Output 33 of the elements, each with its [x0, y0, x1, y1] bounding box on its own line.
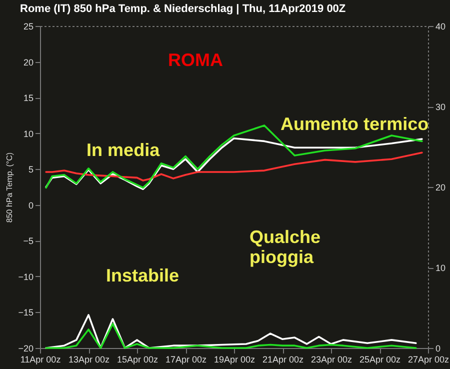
- x-tick-label: 23Apr 00z: [310, 354, 353, 364]
- annotation: Aumento termico: [280, 114, 429, 134]
- y-tick-label: 15: [23, 93, 34, 104]
- y-tick-label: 0: [28, 200, 34, 210]
- annotation: Qualche pioggia: [250, 226, 321, 267]
- y-tick-label: −5: [23, 236, 34, 246]
- y2-tick-label: 40: [436, 22, 446, 32]
- y2-tick-label: 30: [436, 102, 446, 112]
- x-tick-label: 15Apr 00z: [116, 354, 159, 364]
- x-tick-label: 25Apr 00z: [359, 354, 402, 364]
- y-tick-label: −10: [18, 272, 34, 282]
- line-series: [45, 322, 417, 349]
- x-tick-label: 19Apr 00z: [214, 354, 256, 364]
- y-tick-label: 25: [23, 22, 34, 32]
- y-tick-label: −20: [18, 344, 34, 354]
- chart-title: Rome (IT) 850 hPa Temp. & Niederschlag | Thu, 11Apr2019 00Z: [20, 3, 346, 15]
- y-axis-title: 850 hPa Temp. (°C): [5, 152, 14, 223]
- x-tick-label: 11Apr 00z: [20, 354, 62, 364]
- y2-tick-label: 0: [436, 344, 441, 354]
- x-tick-label: 13Apr 00z: [68, 354, 110, 364]
- y2-tick-label: 20: [436, 182, 446, 192]
- line-series: [45, 137, 423, 190]
- x-tick-label: 27Apr 00z: [408, 354, 450, 364]
- x-tick-label: 17Apr 00z: [165, 354, 208, 364]
- annotation: ROMA: [168, 50, 224, 70]
- annotation: In media: [86, 140, 161, 160]
- y-tick-label: 10: [23, 128, 34, 139]
- y-tick-label: 20: [23, 57, 34, 68]
- y2-tick-label: 10: [436, 263, 446, 273]
- annotation: Instabile: [106, 266, 179, 286]
- y-tick-label: −15: [18, 308, 34, 318]
- x-tick-label: 21Apr 00z: [262, 354, 304, 364]
- y-tick-label: 5: [28, 164, 34, 175]
